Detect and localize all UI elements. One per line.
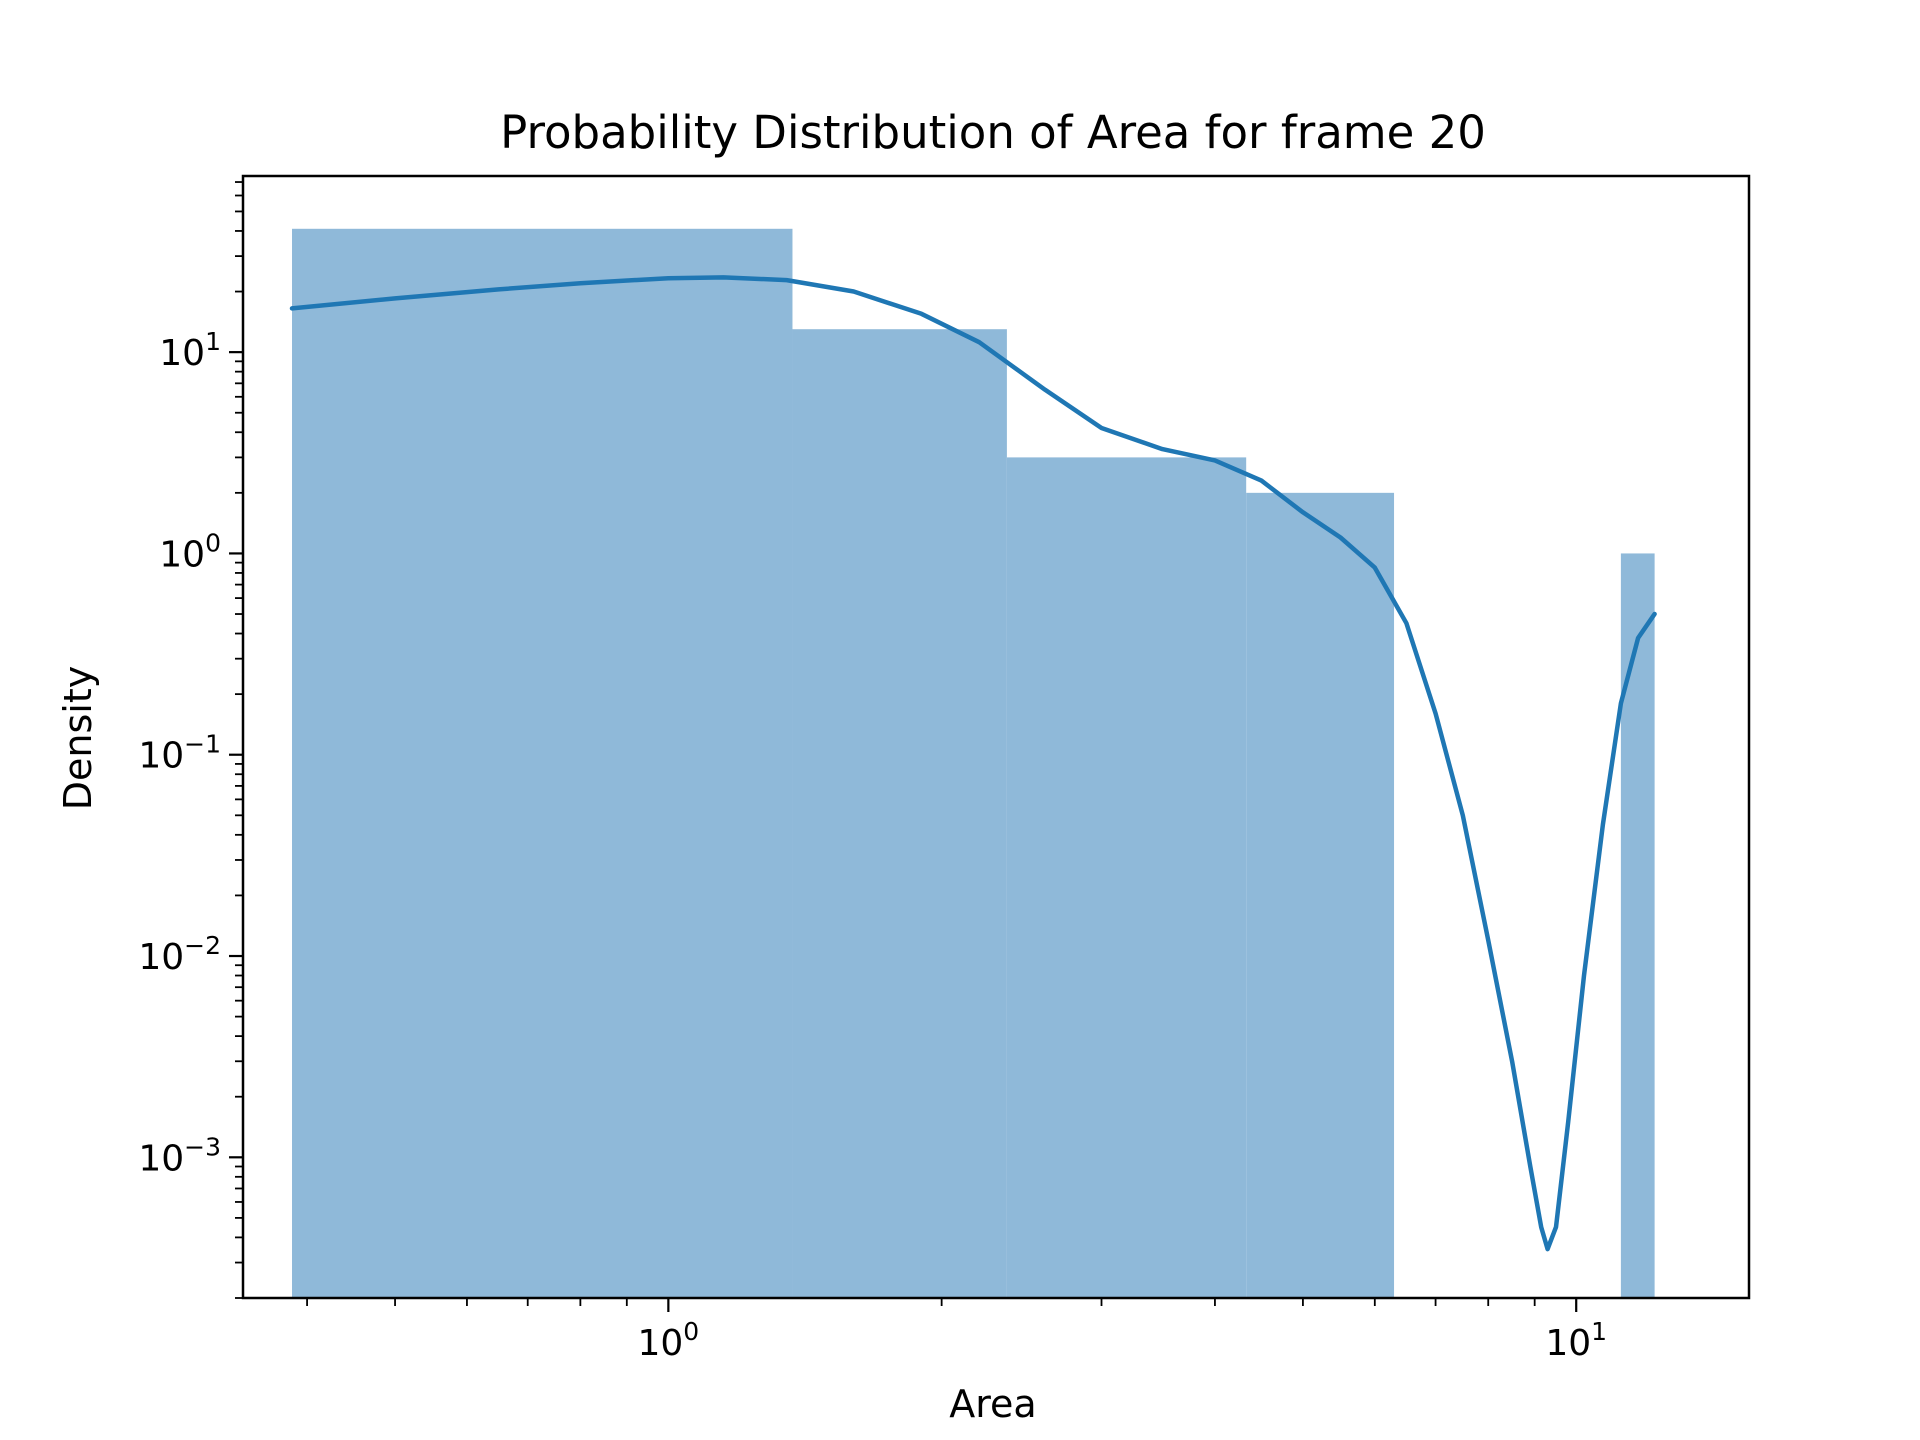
histogram-bar-3 (1246, 492, 1395, 1299)
y-tick-label: 10−1 (138, 730, 221, 777)
x-tick-label: 100 (637, 1317, 699, 1364)
histogram-bar-1 (792, 329, 1007, 1298)
x-axis-ticks: 100 101 (306, 1298, 1607, 1364)
y-tick-label: 10−2 (138, 931, 221, 978)
x-axis-label: Area (949, 1382, 1036, 1426)
histogram-bars (292, 228, 1655, 1299)
kde-curve-group (289, 275, 1657, 1252)
histogram-bar-0 (292, 228, 793, 1299)
histogram-bar-4 (1620, 553, 1655, 1298)
kde-curve (289, 275, 1657, 1252)
chart-title: Probability Distribution of Area for fra… (500, 106, 1486, 159)
y-tick-label: 10−3 (138, 1132, 221, 1179)
plot-frame (241, 174, 1751, 1300)
y-tick-label: 100 (159, 528, 221, 575)
y-axis-label: Density (56, 666, 100, 810)
x-tick-label: 101 (1545, 1317, 1607, 1364)
histogram-bar-2 (1006, 457, 1247, 1298)
y-tick-label: 101 (159, 327, 221, 374)
y-axis-ticks: 101 100 10−1 10−2 10−3 (138, 181, 243, 1299)
